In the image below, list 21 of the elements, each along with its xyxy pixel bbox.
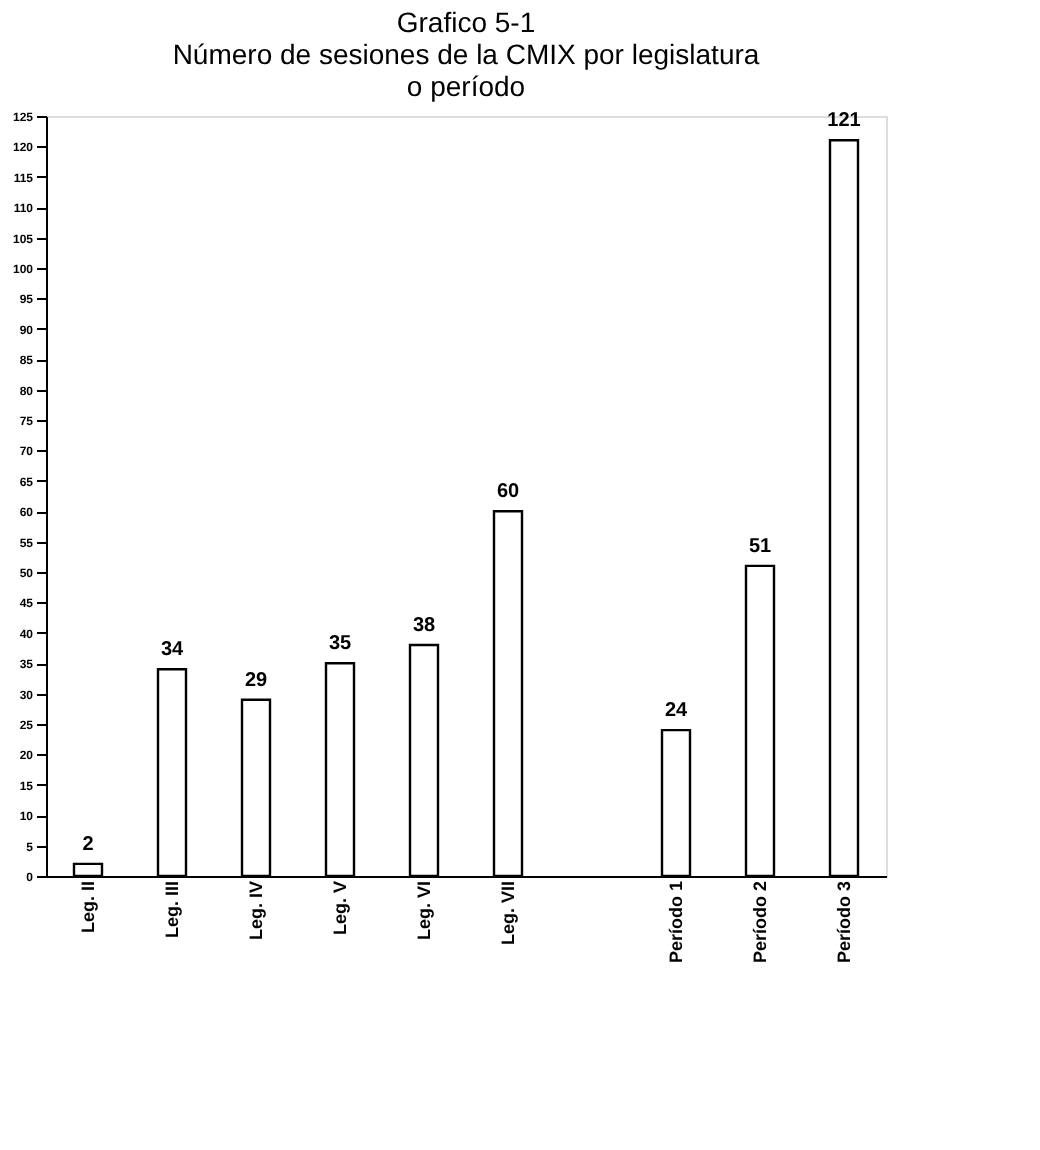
data-label: 51: [748, 535, 772, 558]
x-tick-label: Leg. VII: [498, 881, 518, 946]
text: o período: [406, 70, 526, 102]
data-label: 29: [244, 669, 268, 692]
data-label: 35: [328, 633, 352, 656]
x-tick-label: Período 1: [666, 881, 686, 964]
data-label: 2: [82, 833, 95, 856]
x-tick-label: Leg. VI: [414, 881, 434, 941]
text: Grafico 5-1: [396, 6, 536, 38]
text: Número de sesiones de la CMIX por legislatura: [172, 38, 760, 70]
data-label: 121: [827, 110, 862, 133]
data-label: 60: [496, 481, 520, 504]
data-label: 24: [664, 700, 688, 723]
x-tick-label: Leg. V: [330, 881, 350, 936]
x-tick-label: Leg. IV: [246, 881, 266, 941]
x-tick-label: Período 3: [834, 881, 854, 964]
x-tick-label: Período 2: [750, 881, 770, 964]
x-tick-label: Leg. II: [78, 881, 98, 934]
x-tick-label: Leg. III: [162, 881, 182, 939]
data-label: 34: [160, 639, 184, 662]
data-label: 38: [412, 614, 436, 637]
